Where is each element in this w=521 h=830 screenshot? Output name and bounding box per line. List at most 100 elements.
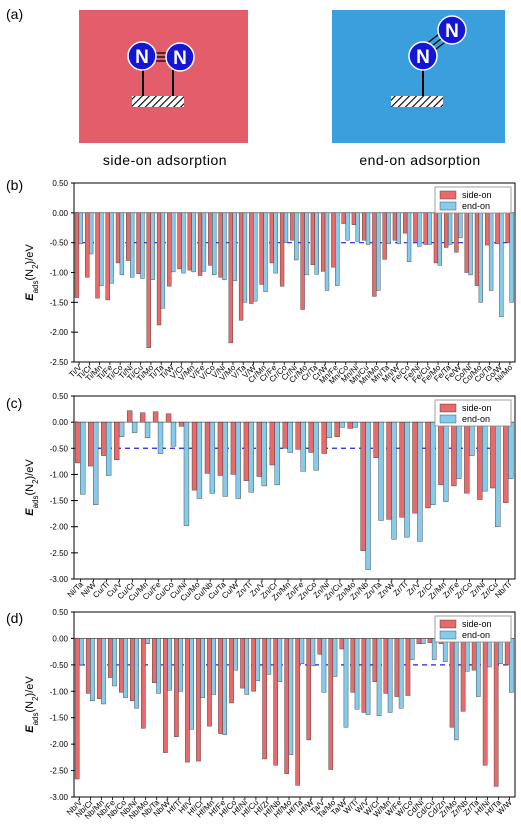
legend-label-side-on: side-on xyxy=(462,619,492,629)
end-on-bar xyxy=(233,638,239,671)
end-on-bar xyxy=(475,638,481,697)
end-on-bar xyxy=(144,421,151,439)
end-on-bar xyxy=(313,421,319,471)
end-on-bar xyxy=(355,212,360,242)
side-on-caption: side-on adsorption xyxy=(102,152,228,168)
y-tick-label: -1.50 xyxy=(50,497,69,506)
y-tick-label: -2.00 xyxy=(50,740,69,749)
y-tick-label: -2.00 xyxy=(50,328,69,337)
end-on-bar xyxy=(409,638,415,660)
side-on-bar xyxy=(243,421,250,481)
side-on-bar xyxy=(88,421,94,467)
y-tick-label: -0.50 xyxy=(50,444,69,453)
legend-swatch-side-on xyxy=(439,403,457,413)
side-on-bar xyxy=(382,212,387,260)
end-on-bar xyxy=(101,638,106,705)
side-on-bar xyxy=(156,212,162,326)
side-on-bar xyxy=(361,638,367,713)
side-on-bar xyxy=(392,212,398,241)
end-on-bar xyxy=(288,638,294,755)
side-on-bar xyxy=(471,638,477,671)
end-on-bar xyxy=(396,212,401,245)
end-on-bar xyxy=(140,212,145,279)
end-on-bar xyxy=(263,212,268,292)
side-on-bar xyxy=(495,212,500,245)
panel-label: (d) xyxy=(6,610,23,626)
legend-swatch-end-on xyxy=(439,414,457,424)
end-on-bar xyxy=(321,638,327,693)
legend-label-end-on: end-on xyxy=(462,201,490,211)
end-on-bar xyxy=(287,421,293,453)
end-on-bar xyxy=(196,421,203,499)
y-tick-label: -3.00 xyxy=(50,575,69,584)
end-on-bar xyxy=(365,421,371,570)
end-on-bar xyxy=(150,212,155,280)
end-on-bar xyxy=(404,421,410,538)
end-on-bar xyxy=(109,212,114,284)
end-on-bar xyxy=(482,421,488,492)
side-on-bar xyxy=(295,421,301,450)
side-on-atom-1 xyxy=(127,41,157,71)
end-on-bar xyxy=(274,421,280,486)
end-on-bar xyxy=(181,212,186,274)
side-on-bar xyxy=(394,638,400,697)
end-on-bar xyxy=(468,212,473,276)
end-on-bar xyxy=(431,638,437,660)
side-on-bar xyxy=(320,212,326,272)
side-on-bar xyxy=(444,212,449,248)
side-on-bar xyxy=(204,421,211,474)
side-on-bar xyxy=(139,412,146,423)
end-on-bar xyxy=(88,212,94,255)
side-on-bar xyxy=(284,638,289,774)
end-on-bar xyxy=(326,421,332,439)
side-on-bar xyxy=(425,421,431,509)
side-on-bar xyxy=(191,421,198,491)
end-on-bar xyxy=(209,421,216,494)
y-axis-label: Eads(N2)/eV xyxy=(24,244,40,301)
end-on-bar xyxy=(469,421,475,456)
y-axis-label: Eads(N2)/eV xyxy=(24,459,40,516)
end-on-bar xyxy=(129,212,135,278)
end-on-bar xyxy=(488,212,494,291)
side-on-bar xyxy=(178,421,185,427)
side-on-bar xyxy=(174,638,179,737)
side-on-bar xyxy=(490,421,496,489)
side-on-bar xyxy=(351,212,357,225)
end-on-bar xyxy=(79,638,84,666)
end-on-bar xyxy=(157,421,164,454)
end-on-bar xyxy=(200,638,205,698)
end-on-bar xyxy=(324,212,330,291)
end-on-bar xyxy=(332,638,338,677)
side-on-bar xyxy=(251,638,256,692)
side-on-bar xyxy=(474,212,480,286)
end-on-bar xyxy=(156,638,161,694)
side-on-bar xyxy=(218,212,223,278)
side-on-bar xyxy=(386,421,392,520)
end-on-bar xyxy=(131,421,138,433)
side-on-bar xyxy=(383,638,389,694)
legend-label-side-on: side-on xyxy=(462,403,492,413)
side-on-bar xyxy=(433,212,439,264)
side-on-bar xyxy=(85,212,90,278)
end-on-bar xyxy=(345,212,350,241)
end-on-bar xyxy=(430,421,436,505)
y-tick-label: 0.50 xyxy=(52,608,68,617)
side-on-bar xyxy=(423,212,428,245)
side-on-bar xyxy=(310,212,316,265)
legend-label-side-on: side-on xyxy=(462,190,492,200)
end-on-bar xyxy=(134,638,139,709)
end-on-bar xyxy=(212,212,217,276)
end-on-bar xyxy=(365,638,371,715)
end-on-bar xyxy=(499,212,504,317)
side-on-bar xyxy=(74,212,80,298)
end-on-bar xyxy=(232,212,237,282)
end-on-bar xyxy=(391,421,397,540)
side-on-bar xyxy=(197,212,203,276)
end-on-bar xyxy=(167,638,172,691)
end-on-bar xyxy=(294,212,299,261)
end-on-bar xyxy=(398,638,404,709)
end-on-bar xyxy=(495,421,501,527)
side-on-bar xyxy=(454,212,459,253)
y-tick-label: -2.50 xyxy=(50,358,69,367)
side-on-bar xyxy=(321,421,327,454)
